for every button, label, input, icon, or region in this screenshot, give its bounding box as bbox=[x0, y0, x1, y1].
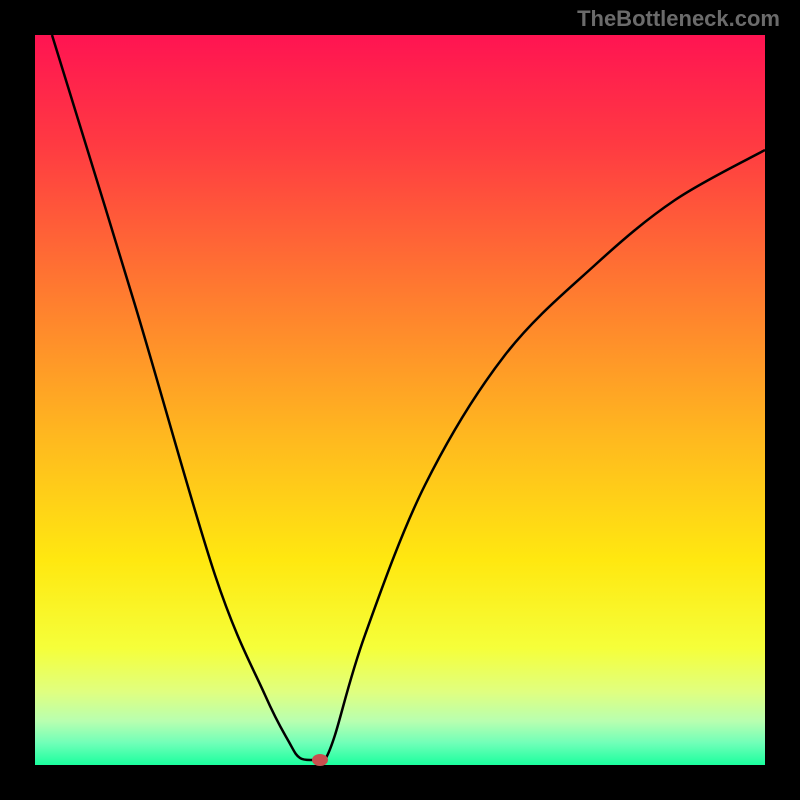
watermark-text: TheBottleneck.com bbox=[577, 6, 780, 32]
curve-right-branch bbox=[325, 150, 765, 760]
chart-area bbox=[35, 35, 765, 765]
optimum-marker bbox=[312, 754, 328, 766]
chart-container: TheBottleneck.com bbox=[0, 0, 800, 800]
curve-left-branch bbox=[52, 35, 315, 760]
bottleneck-curve bbox=[35, 35, 765, 765]
